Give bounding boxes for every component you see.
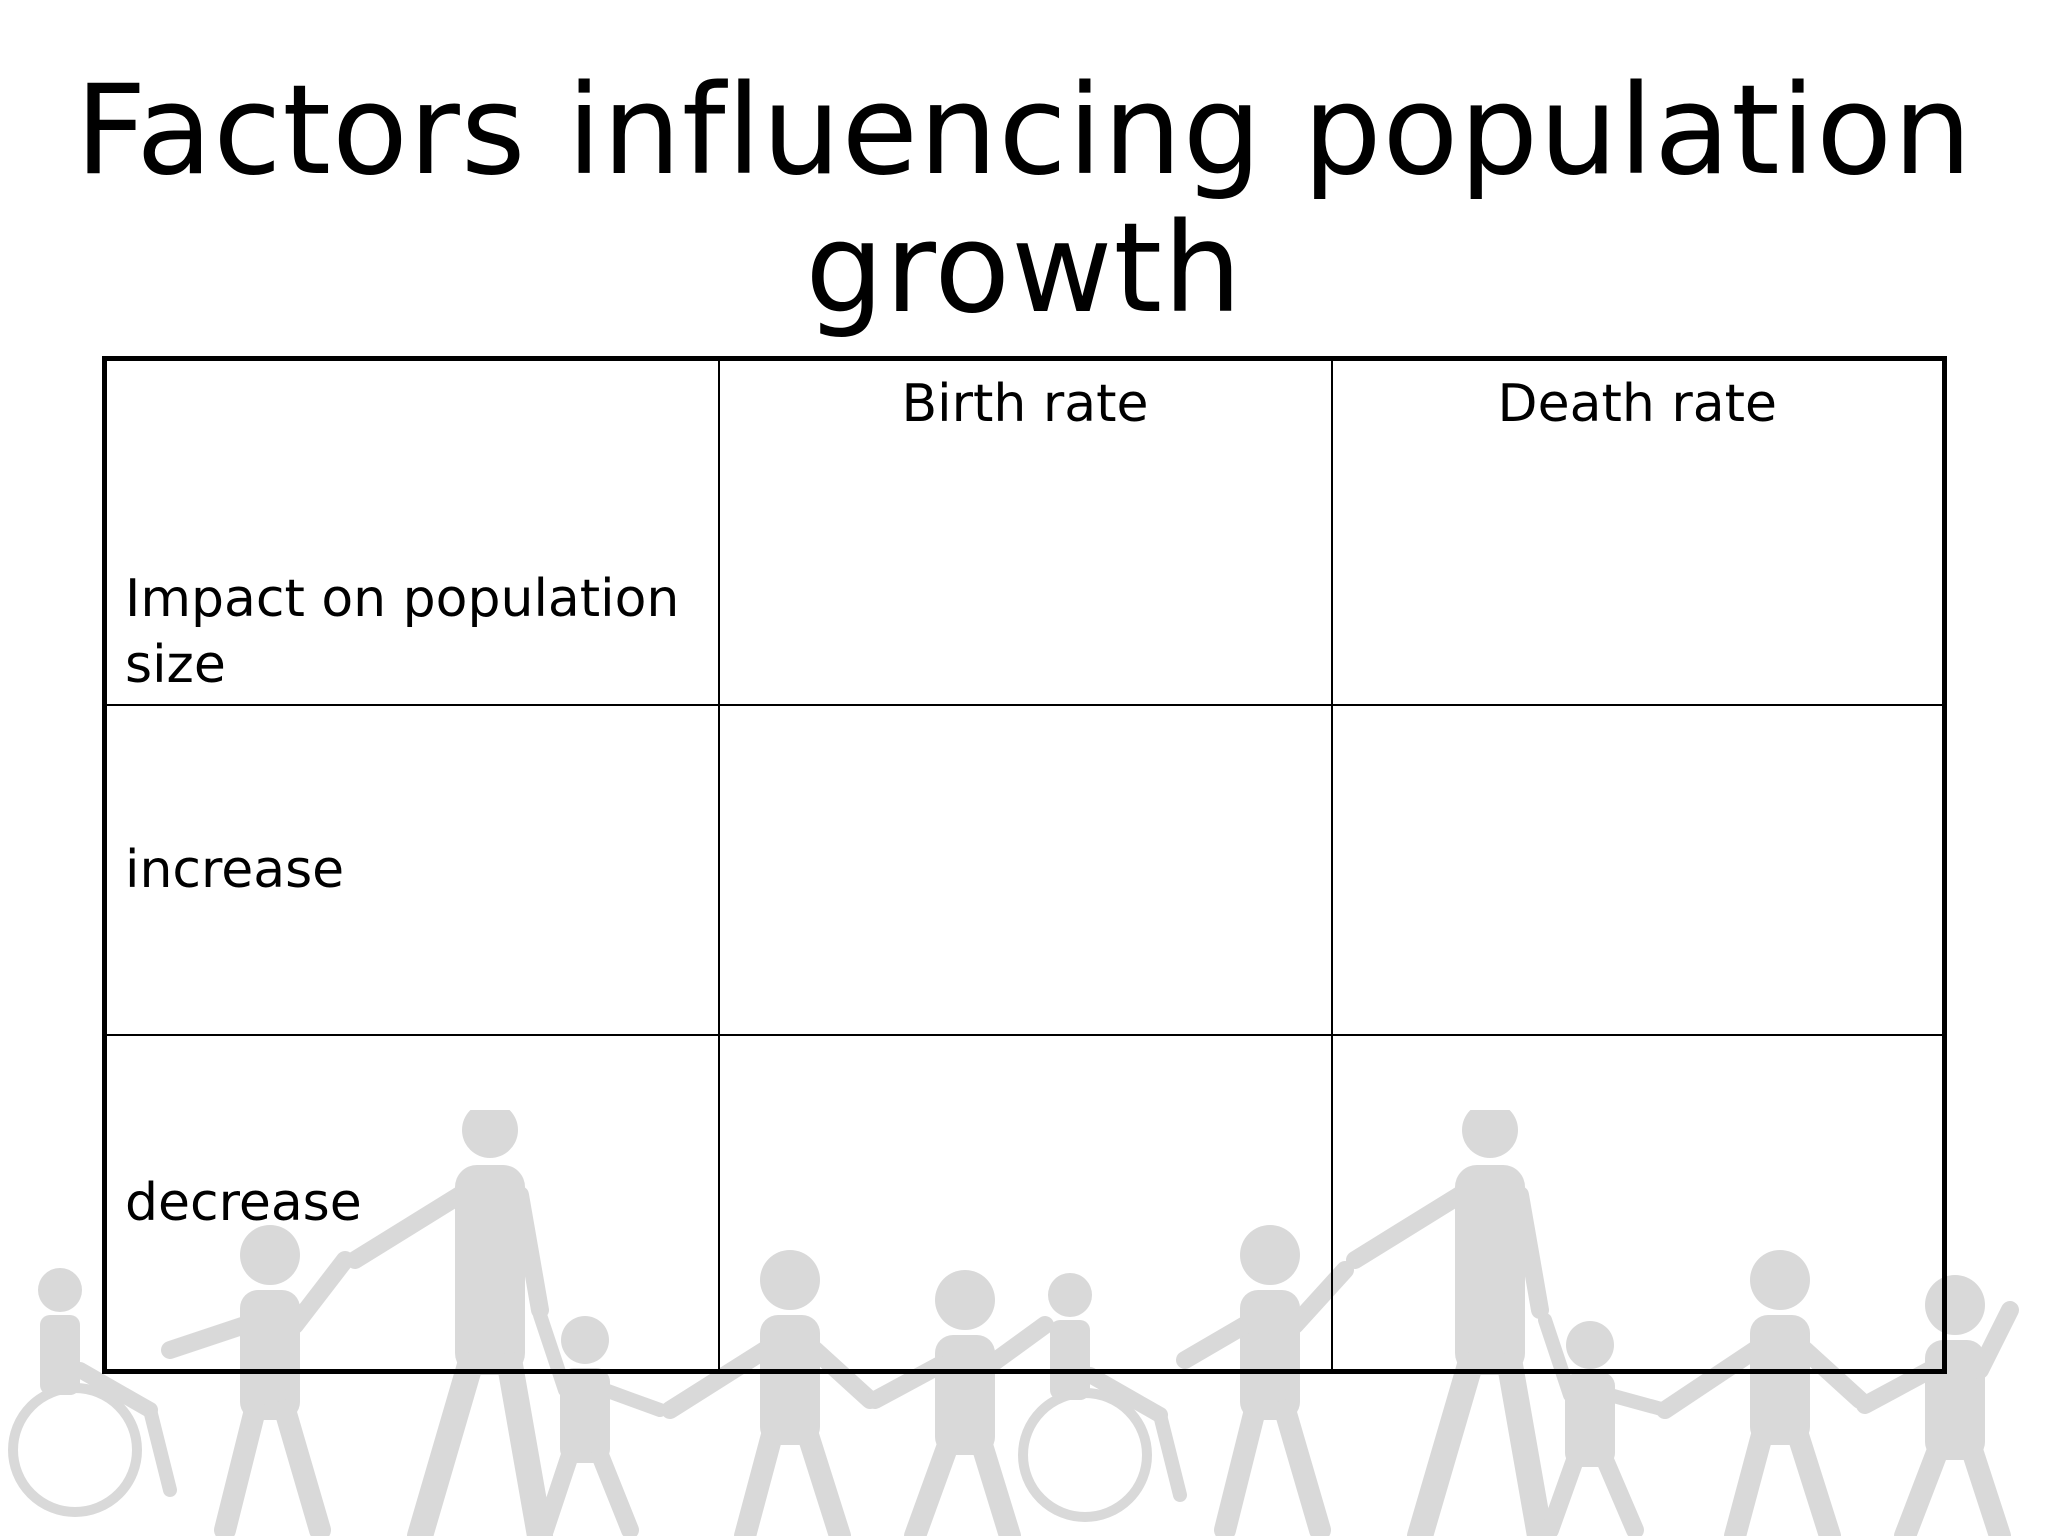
column-header-birth-rate[interactable]: Birth rate [717, 357, 1333, 706]
cell-increase-birth-rate[interactable] [717, 703, 1333, 1037]
table-row: decrease [103, 1034, 1946, 1373]
row-header-cell: decrease [103, 1034, 720, 1373]
slide-title-line-1: Factors influencing population [75, 59, 1973, 203]
table-row: increase [103, 703, 1946, 1037]
worksheet-table: Impact on population size Birth rate Dea… [102, 356, 1947, 1374]
child-figure-icon [1856, 1275, 2019, 1536]
column-header-death-rate[interactable]: Death rate [1330, 357, 1946, 706]
slide-title: Factors influencing population growth [0, 62, 2048, 338]
cell-decrease-death-rate[interactable] [1330, 1034, 1946, 1373]
row-header-cell: Impact on population size [103, 357, 720, 706]
row-label-decrease: decrease [125, 1172, 362, 1233]
cell-increase-death-rate[interactable] [1330, 703, 1946, 1037]
row-header-cell: increase [103, 703, 720, 1037]
column-header-label: Death rate [1497, 374, 1777, 434]
cell-decrease-birth-rate[interactable] [717, 1034, 1333, 1373]
row-label-increase: increase [125, 839, 345, 900]
row-label-impact: Impact on population size [125, 568, 680, 695]
column-header-label: Birth rate [901, 374, 1149, 434]
wheelchair-figure-icon [8, 1268, 177, 1517]
slide-title-line-2: growth [805, 197, 1243, 341]
table-row: Impact on population size Birth rate Dea… [103, 357, 1946, 706]
